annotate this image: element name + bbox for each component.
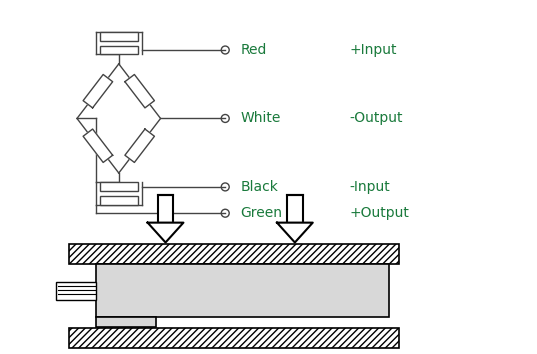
Bar bbox=[157, 195, 173, 223]
Bar bbox=[100, 32, 137, 41]
Text: Green: Green bbox=[240, 206, 282, 220]
Text: +Output: +Output bbox=[350, 206, 409, 220]
Polygon shape bbox=[83, 129, 113, 162]
Text: Red: Red bbox=[240, 43, 266, 57]
Bar bbox=[96, 317, 156, 327]
Text: -Input: -Input bbox=[350, 180, 390, 194]
Polygon shape bbox=[277, 223, 313, 242]
Bar bbox=[69, 328, 400, 348]
Text: Black: Black bbox=[240, 180, 278, 194]
Polygon shape bbox=[125, 129, 155, 162]
Bar bbox=[100, 196, 137, 205]
Bar bbox=[287, 195, 303, 223]
Bar bbox=[100, 46, 137, 55]
Text: +Input: +Input bbox=[350, 43, 397, 57]
Text: White: White bbox=[240, 112, 280, 125]
Bar bbox=[69, 245, 400, 264]
Text: -Output: -Output bbox=[350, 112, 403, 125]
Polygon shape bbox=[125, 74, 155, 108]
Bar bbox=[56, 282, 96, 299]
Polygon shape bbox=[83, 74, 113, 108]
Polygon shape bbox=[148, 223, 184, 242]
Bar bbox=[96, 264, 389, 317]
Bar bbox=[100, 182, 137, 192]
